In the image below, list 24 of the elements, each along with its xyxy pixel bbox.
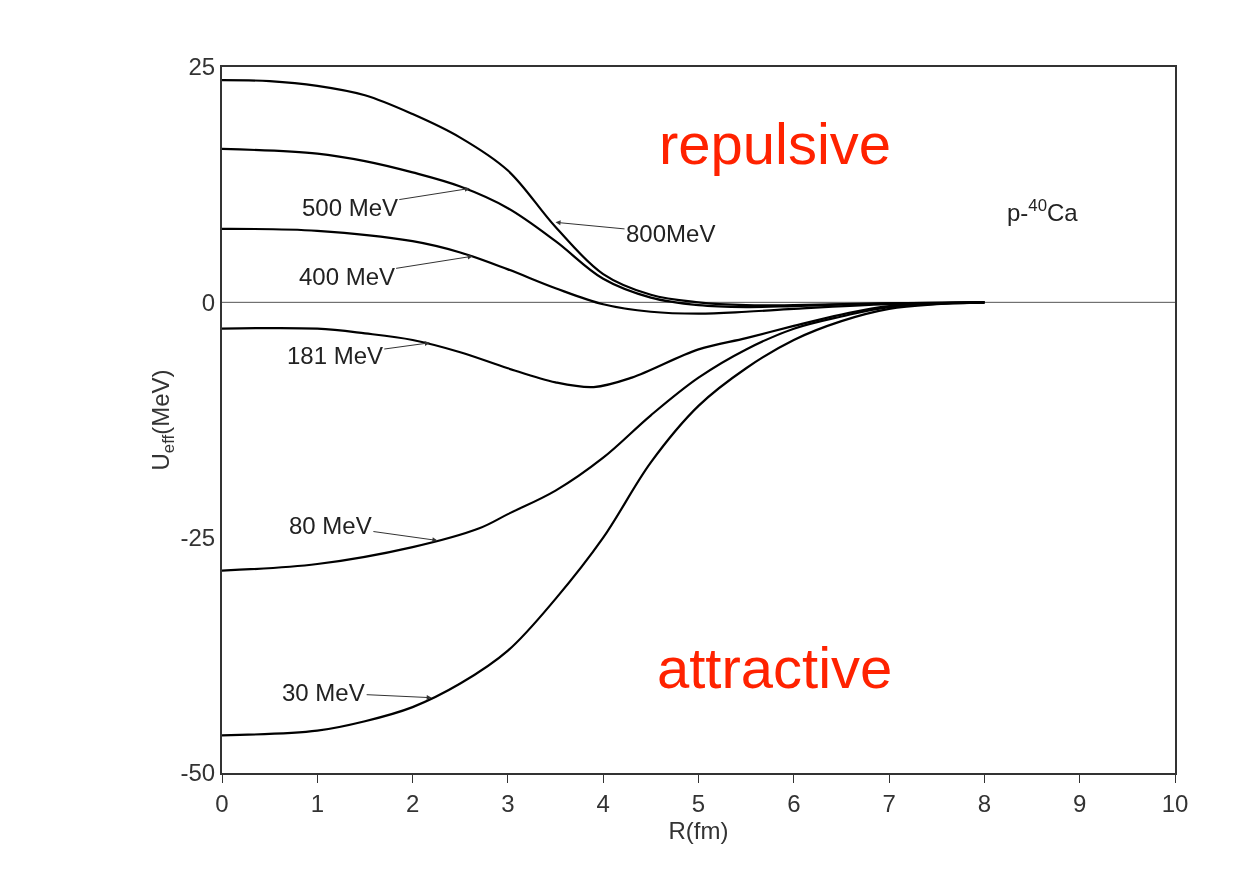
annotation: p-$^{40}$Ca [1007,196,1079,227]
x-tick-label: 9 [1073,789,1087,817]
x-tick-label: 10 [1161,789,1189,817]
annotation: 400 MeV [299,263,396,290]
annotation: 80 MeV [289,512,372,539]
y-tick-label: -25 [180,524,216,552]
annotation: attractive [657,635,893,700]
x-axis-title: R(fm) [668,816,729,844]
annotation: 181 MeV [287,342,384,369]
x-tick-label: 2 [405,789,420,817]
x-tick-label: 4 [596,789,610,817]
y-tick-label: 25 [188,53,216,81]
x-tick-label: 7 [882,789,896,817]
x-tick-label: 5 [691,789,706,817]
x-tick-label: 8 [977,789,992,817]
annotation: 800MeV [626,220,716,247]
x-tick-label: 6 [787,789,801,817]
annotation: 30 MeV [282,679,365,706]
annotation: 500 MeV [302,194,399,221]
x-tick-label: 1 [310,789,324,817]
y-tick-label: -50 [180,759,216,787]
x-tick-label: 3 [501,789,515,817]
y-tick-label: 0 [201,288,216,316]
annotation: repulsive [659,111,892,176]
